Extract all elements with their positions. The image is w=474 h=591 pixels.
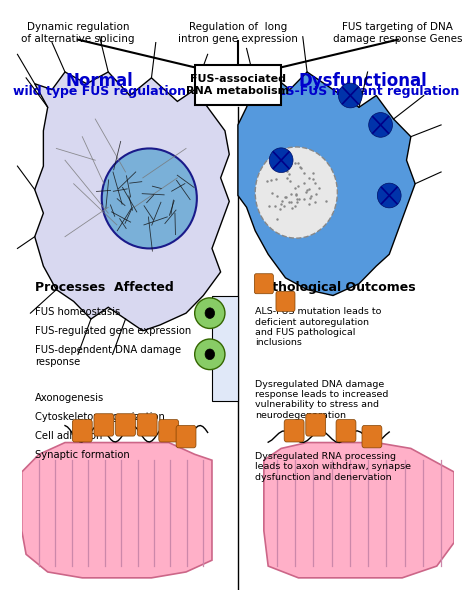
Text: Axonogenesis: Axonogenesis bbox=[35, 393, 104, 403]
Text: FUS homeostasis: FUS homeostasis bbox=[35, 307, 120, 317]
Text: FUS-dependent DNA damage
response: FUS-dependent DNA damage response bbox=[35, 345, 181, 366]
FancyBboxPatch shape bbox=[159, 420, 179, 442]
Ellipse shape bbox=[205, 308, 215, 319]
Text: FUS-regulated gene expression: FUS-regulated gene expression bbox=[35, 326, 191, 336]
Polygon shape bbox=[22, 443, 212, 578]
Text: Dynamic regulation
of alternative splicing: Dynamic regulation of alternative splici… bbox=[21, 22, 135, 44]
FancyBboxPatch shape bbox=[94, 414, 114, 436]
Text: FUS-associated
RNA metabolism: FUS-associated RNA metabolism bbox=[186, 74, 290, 96]
FancyBboxPatch shape bbox=[276, 291, 295, 311]
Polygon shape bbox=[264, 443, 454, 578]
Ellipse shape bbox=[205, 349, 215, 359]
Text: ALS-FUS mutant regulation: ALS-FUS mutant regulation bbox=[268, 86, 459, 99]
FancyBboxPatch shape bbox=[284, 420, 304, 442]
Ellipse shape bbox=[338, 83, 362, 108]
FancyBboxPatch shape bbox=[137, 414, 157, 436]
Text: Pathological Outcomes: Pathological Outcomes bbox=[255, 281, 416, 294]
Ellipse shape bbox=[195, 298, 225, 329]
Text: Regulation of  long
intron gene expression: Regulation of long intron gene expressio… bbox=[178, 22, 298, 44]
Text: Cell adhesion: Cell adhesion bbox=[35, 431, 102, 441]
FancyBboxPatch shape bbox=[362, 426, 382, 448]
Ellipse shape bbox=[255, 147, 337, 238]
Text: Dysregulated DNA damage
response leads to increased
vulnerability to stress and
: Dysregulated DNA damage response leads t… bbox=[255, 379, 389, 420]
Text: ALS-FUS mutation leads to
deficient autoregulation
and FUS pathological
inclusio: ALS-FUS mutation leads to deficient auto… bbox=[255, 307, 382, 348]
Polygon shape bbox=[238, 72, 415, 296]
FancyBboxPatch shape bbox=[336, 420, 356, 442]
Text: Dysregulated RNA processing
leads to axon withdraw, synapse
dysfunction and dene: Dysregulated RNA processing leads to axo… bbox=[255, 452, 411, 482]
Text: Processes  Affected: Processes Affected bbox=[35, 281, 173, 294]
Text: wild type FUS regulation: wild type FUS regulation bbox=[13, 86, 186, 99]
Text: FUS targeting of DNA
damage response Genes: FUS targeting of DNA damage response Gen… bbox=[333, 22, 463, 44]
Ellipse shape bbox=[369, 112, 392, 137]
FancyBboxPatch shape bbox=[73, 420, 92, 442]
Ellipse shape bbox=[377, 183, 401, 208]
Bar bbox=[212, 296, 238, 401]
Ellipse shape bbox=[102, 148, 197, 248]
FancyBboxPatch shape bbox=[306, 414, 326, 436]
Text: Synaptic formation: Synaptic formation bbox=[35, 450, 129, 460]
Ellipse shape bbox=[269, 148, 293, 173]
Polygon shape bbox=[35, 72, 229, 331]
Text: Dysfunctional: Dysfunctional bbox=[299, 72, 428, 90]
Ellipse shape bbox=[195, 339, 225, 369]
FancyBboxPatch shape bbox=[195, 65, 281, 105]
Text: Cytoskeleton organization: Cytoskeleton organization bbox=[35, 412, 164, 422]
Text: Normal: Normal bbox=[66, 72, 134, 90]
FancyBboxPatch shape bbox=[116, 414, 136, 436]
FancyBboxPatch shape bbox=[176, 426, 196, 448]
FancyBboxPatch shape bbox=[255, 274, 273, 294]
